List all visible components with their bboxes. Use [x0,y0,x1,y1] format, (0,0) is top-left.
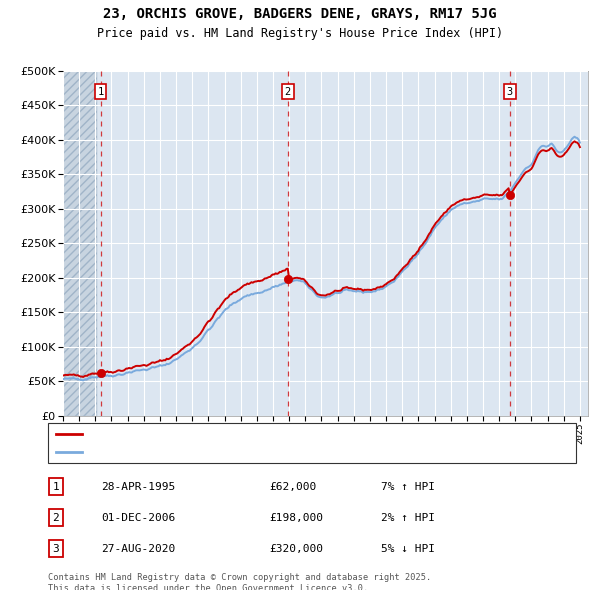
Text: 23, ORCHIS GROVE, BADGERS DENE, GRAYS, RM17 5JG (semi-detached house): 23, ORCHIS GROVE, BADGERS DENE, GRAYS, R… [88,429,502,439]
Text: 23, ORCHIS GROVE, BADGERS DENE, GRAYS, RM17 5JG: 23, ORCHIS GROVE, BADGERS DENE, GRAYS, R… [103,7,497,21]
Text: 27-AUG-2020: 27-AUG-2020 [101,544,175,553]
Text: Contains HM Land Registry data © Crown copyright and database right 2025.
This d: Contains HM Land Registry data © Crown c… [48,573,431,590]
Text: 7% ↑ HPI: 7% ↑ HPI [380,482,434,491]
Text: 1: 1 [98,87,104,97]
Text: 3: 3 [53,544,59,553]
Text: 01-DEC-2006: 01-DEC-2006 [101,513,175,523]
Text: 2: 2 [53,513,59,523]
Text: £62,000: £62,000 [270,482,317,491]
Text: 28-APR-1995: 28-APR-1995 [101,482,175,491]
Text: £320,000: £320,000 [270,544,324,553]
Text: 1: 1 [53,482,59,491]
Text: 3: 3 [506,87,513,97]
FancyBboxPatch shape [48,423,576,463]
Text: 2% ↑ HPI: 2% ↑ HPI [380,513,434,523]
Text: HPI: Average price, semi-detached house, Thurrock: HPI: Average price, semi-detached house,… [88,447,382,457]
Text: 5% ↓ HPI: 5% ↓ HPI [380,544,434,553]
Text: Price paid vs. HM Land Registry's House Price Index (HPI): Price paid vs. HM Land Registry's House … [97,27,503,40]
Text: 2: 2 [285,87,291,97]
Text: £198,000: £198,000 [270,513,324,523]
